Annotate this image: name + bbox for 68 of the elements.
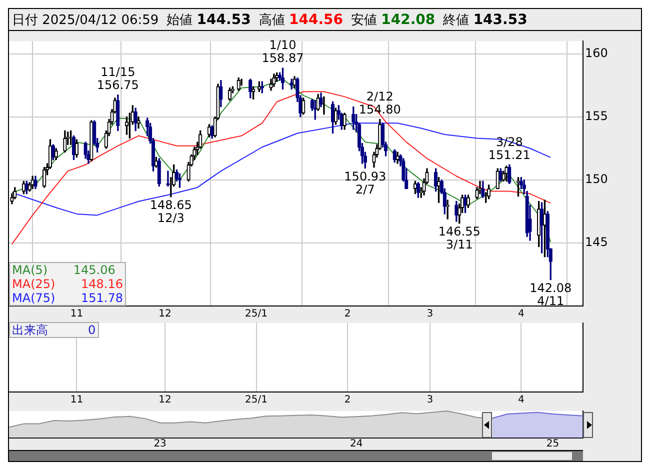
annotation: 1/10 158.87 [262,38,304,66]
annotation: 146.55 3/11 [438,224,480,252]
candlestick [154,156,158,168]
candlestick [54,148,58,160]
text: 0 [88,323,96,337]
candlestick [302,98,306,115]
annotation: 142.08 4/11 [530,280,572,308]
candlestick [248,78,252,98]
x-tick-label: 12 [158,308,172,320]
candlestick [319,92,323,108]
annotation: 11/15 156.75 [96,64,139,92]
candlestick [228,88,232,101]
x-tick-label: 24 [350,438,363,450]
x-tick-label: 2 [344,308,351,320]
candlestick [42,166,46,188]
y-tick-label: 155 [585,108,608,123]
annotation: 150.93 2/7 [344,169,386,196]
text: MA(75) 151.78 [12,291,123,305]
candlestick [34,176,38,190]
candlestick [392,149,396,163]
x-tick-label: 3 [426,308,434,320]
candlestick [116,94,120,132]
candlestick [166,170,170,187]
candlestick [334,108,338,125]
candlestick [136,116,140,129]
candlestick [466,194,470,208]
candlestick [434,168,438,192]
candlestick [272,74,276,87]
candlestick [540,202,544,254]
candlestick [342,112,346,130]
x-tick-label: 23 [154,438,166,450]
y-tick-label: 145 [585,235,608,250]
text: 日付 2025/04/12 06:59 [12,13,159,28]
candlestick [396,152,400,164]
candlestick [63,130,67,152]
text: 12 [158,394,172,406]
text: 高値 144.56 [258,12,343,28]
candlestick [74,139,79,158]
candlestick [124,116,129,135]
candlestick [236,77,240,91]
x-tick-label: 11 [70,308,84,320]
x-tick-label: 25/1 [245,308,268,320]
candlestick [30,176,34,190]
text: 安値 142.08 [351,12,436,28]
candlestick [504,166,508,182]
text: 25/1 [245,394,268,406]
text: 出来高 [12,323,48,337]
text: MA(5) 145.06 [12,263,116,277]
candlestick [70,130,72,145]
candlestick [508,164,512,184]
annotation: 148.65 12/3 [150,198,192,226]
text: 11 [70,394,84,406]
text: 4 [518,394,524,406]
text: MA(25) 148.16 [12,277,123,291]
candlestick [157,158,161,187]
x-tick-label: 4 [518,308,524,320]
y-tick-label: 150 [585,172,608,186]
text: 始値 144.53 [166,12,251,28]
x-tick-label: 25 [546,438,560,450]
candlestick [542,200,547,258]
text: 3 [426,394,434,406]
candlestick [134,108,138,132]
candlestick [463,194,468,214]
text: 終値 143.53 [443,12,528,28]
candlestick [416,182,420,198]
text: 2 [344,394,351,406]
y-tick-label: 160 [585,46,608,60]
candlestick [219,80,223,108]
